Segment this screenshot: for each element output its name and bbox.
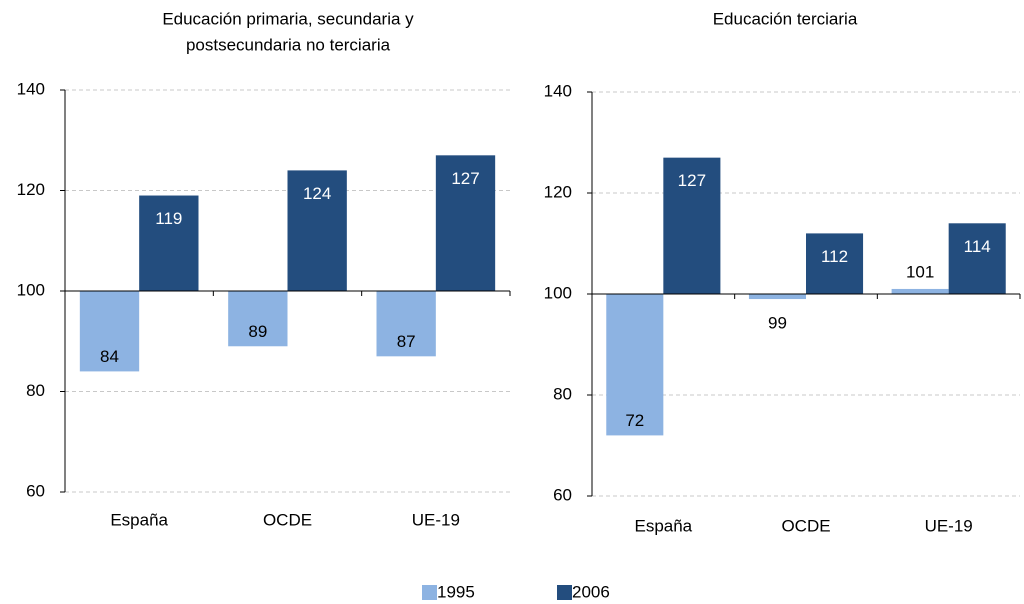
y-tick-label: 60	[553, 485, 572, 504]
data-label: 99	[768, 313, 787, 332]
data-label: 114	[964, 237, 991, 256]
bar	[748, 294, 806, 300]
bar	[663, 157, 721, 294]
bar	[806, 233, 864, 294]
bar	[287, 170, 347, 291]
x-tick-label: OCDE	[781, 516, 830, 535]
y-tick-label: 80	[26, 381, 45, 400]
y-tick-label: 60	[26, 481, 45, 500]
chart-title: Educación terciaria	[713, 9, 858, 28]
legend-swatch	[557, 585, 572, 600]
y-tick-label: 100	[544, 283, 572, 302]
data-label: 72	[625, 411, 644, 430]
data-label: 112	[821, 247, 848, 266]
legend-swatch	[422, 585, 437, 600]
y-tick-label: 120	[544, 182, 572, 201]
legend-label: 2006	[572, 582, 610, 601]
x-tick-label: UE-19	[412, 510, 460, 529]
data-label: 87	[397, 332, 416, 351]
bar	[228, 291, 288, 347]
bar	[606, 294, 664, 436]
x-tick-label: OCDE	[263, 510, 312, 529]
chart-title: Educación primaria, secundaria y	[162, 9, 414, 28]
bar	[79, 291, 140, 372]
data-label: 127	[451, 169, 479, 188]
legend-label: 1995	[437, 582, 475, 601]
y-tick-label: 100	[17, 280, 45, 299]
chart-title: postsecundaria no terciaria	[186, 35, 391, 54]
y-tick-label: 140	[544, 81, 572, 100]
y-tick-label: 80	[553, 384, 572, 403]
y-tick-label: 140	[17, 79, 45, 98]
x-tick-label: España	[634, 516, 692, 535]
data-label: 101	[906, 262, 934, 281]
x-tick-label: España	[110, 510, 168, 529]
data-label: 84	[100, 347, 119, 366]
bar	[948, 223, 1006, 294]
y-tick-label: 120	[17, 180, 45, 199]
data-label: 124	[303, 184, 331, 203]
data-label: 127	[678, 171, 706, 190]
bar	[376, 291, 436, 357]
bar	[435, 155, 496, 291]
data-label: 89	[248, 322, 267, 341]
bar	[891, 288, 949, 294]
bar	[139, 195, 199, 291]
data-label: 119	[155, 209, 182, 228]
x-tick-label: UE-19	[925, 516, 973, 535]
